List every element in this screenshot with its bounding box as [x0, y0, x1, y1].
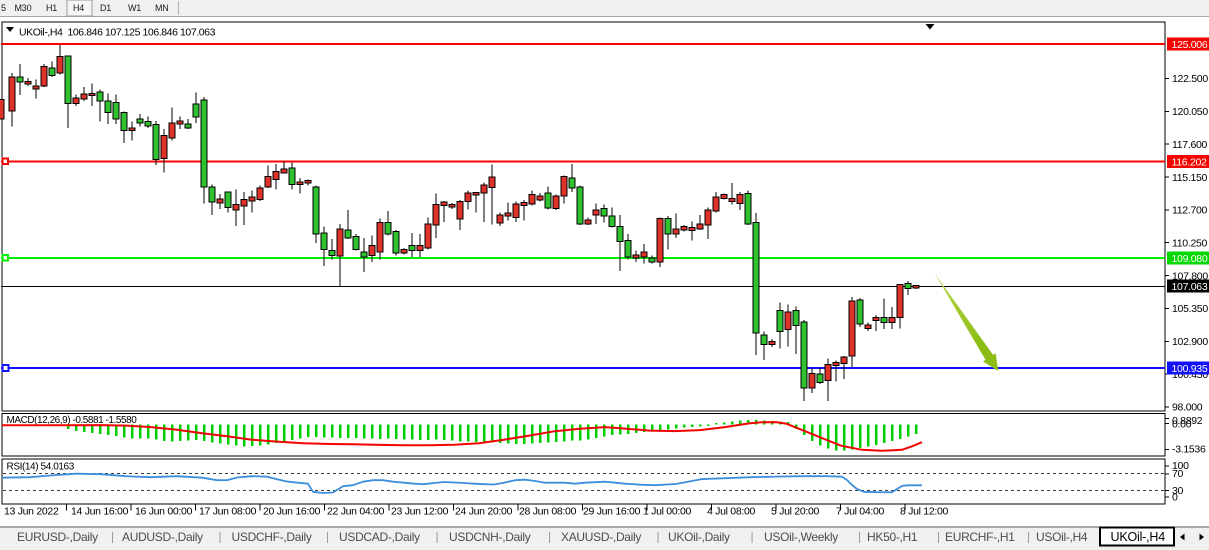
svg-text:|: |	[436, 530, 439, 544]
svg-text:|: |	[937, 530, 940, 544]
svg-text:115.150: 115.150	[1172, 172, 1208, 184]
svg-text:14 Jun 16:00: 14 Jun 16:00	[71, 506, 129, 518]
svg-text:MN: MN	[155, 3, 169, 13]
svg-text:D1: D1	[100, 3, 111, 13]
svg-text:|: |	[657, 530, 660, 544]
svg-text:|: |	[219, 530, 222, 544]
svg-text:H1: H1	[46, 3, 57, 13]
svg-text:MACD(12,26,9) -0.5881 -1.5580: MACD(12,26,9) -0.5881 -1.5580	[7, 415, 138, 426]
svg-text:|: |	[1027, 530, 1030, 544]
svg-text:4 Jul 08:00: 4 Jul 08:00	[707, 506, 756, 518]
svg-text:0.8892: 0.8892	[1172, 415, 1203, 427]
svg-text:22 Jun 04:00: 22 Jun 04:00	[327, 506, 385, 518]
svg-text:29 Jun 16:00: 29 Jun 16:00	[583, 506, 641, 518]
svg-text:122.500: 122.500	[1172, 73, 1208, 85]
svg-text:120.050: 120.050	[1172, 106, 1208, 118]
svg-text:|: |	[326, 530, 329, 544]
svg-text:112.700: 112.700	[1172, 205, 1208, 217]
svg-text:17 Jun 08:00: 17 Jun 08:00	[199, 506, 257, 518]
svg-text:8 Jul 12:00: 8 Jul 12:00	[900, 506, 949, 518]
svg-text:0: 0	[1172, 491, 1178, 503]
svg-text:M30: M30	[15, 3, 32, 13]
svg-text:USOil-,H4: USOil-,H4	[1036, 530, 1088, 544]
svg-text:70: 70	[1172, 468, 1184, 480]
svg-text:5: 5	[1, 3, 6, 13]
svg-text:RSI(14) 54.0163: RSI(14) 54.0163	[7, 462, 75, 473]
svg-text:13 Jun 2022: 13 Jun 2022	[4, 506, 59, 518]
svg-text:UKOil-,H4 106.846 107.125 106: UKOil-,H4 106.846 107.125 106.846 107.06…	[19, 27, 216, 39]
svg-text:W1: W1	[128, 3, 141, 13]
svg-text:|: |	[111, 530, 114, 544]
svg-text:117.600: 117.600	[1172, 139, 1208, 151]
svg-text:EURUSD-,Daily: EURUSD-,Daily	[17, 530, 98, 544]
svg-text:107.800: 107.800	[1172, 270, 1208, 282]
svg-text:24 Jun 20:00: 24 Jun 20:00	[455, 506, 513, 518]
svg-text:30: 30	[1172, 485, 1184, 497]
svg-text:102.900: 102.900	[1172, 336, 1208, 348]
svg-text:23 Jun 12:00: 23 Jun 12:00	[391, 506, 449, 518]
svg-text:|: |	[548, 530, 551, 544]
svg-text:125.006: 125.006	[1172, 39, 1208, 51]
svg-text:98.000: 98.000	[1172, 402, 1203, 414]
svg-text:7 Jul 04:00: 7 Jul 04:00	[836, 506, 885, 518]
svg-text:UKOil-,H4: UKOil-,H4	[1111, 530, 1166, 544]
svg-text:H4: H4	[73, 3, 84, 13]
svg-text:28 Jun 08:00: 28 Jun 08:00	[519, 506, 577, 518]
svg-text:5 Jul 20:00: 5 Jul 20:00	[771, 506, 820, 518]
svg-text:100: 100	[1172, 460, 1189, 472]
svg-text:116.202: 116.202	[1172, 156, 1208, 168]
svg-text:USDCNH-,Daily: USDCNH-,Daily	[449, 530, 531, 544]
svg-text:0.00: 0.00	[1172, 419, 1192, 431]
svg-text:|: |	[858, 530, 861, 544]
svg-text:105.350: 105.350	[1172, 303, 1208, 315]
svg-text:16 Jun 00:00: 16 Jun 00:00	[135, 506, 193, 518]
svg-text:XAUUSD-,Daily: XAUUSD-,Daily	[561, 530, 641, 544]
svg-text:1 Jul 00:00: 1 Jul 00:00	[643, 506, 692, 518]
svg-text:107.063: 107.063	[1172, 281, 1208, 293]
svg-text:EURCHF-,H1: EURCHF-,H1	[945, 530, 1015, 544]
svg-text:USOil-,Weekly: USOil-,Weekly	[764, 530, 838, 544]
svg-text:USDCAD-,Daily: USDCAD-,Daily	[339, 530, 420, 544]
svg-text:USDCHF-,Daily: USDCHF-,Daily	[232, 530, 312, 544]
svg-text:AUDUSD-,Daily: AUDUSD-,Daily	[122, 530, 203, 544]
svg-text:100.935: 100.935	[1172, 363, 1208, 375]
svg-text:UKOil-,Daily: UKOil-,Daily	[668, 530, 730, 544]
svg-text:110.250: 110.250	[1172, 238, 1208, 250]
svg-text:-3.1536: -3.1536	[1172, 444, 1206, 456]
svg-text:|: |	[751, 530, 754, 544]
svg-text:HK50-,H1: HK50-,H1	[867, 530, 918, 544]
svg-text:20 Jun 16:00: 20 Jun 16:00	[263, 506, 321, 518]
svg-text:109.080: 109.080	[1172, 253, 1208, 265]
